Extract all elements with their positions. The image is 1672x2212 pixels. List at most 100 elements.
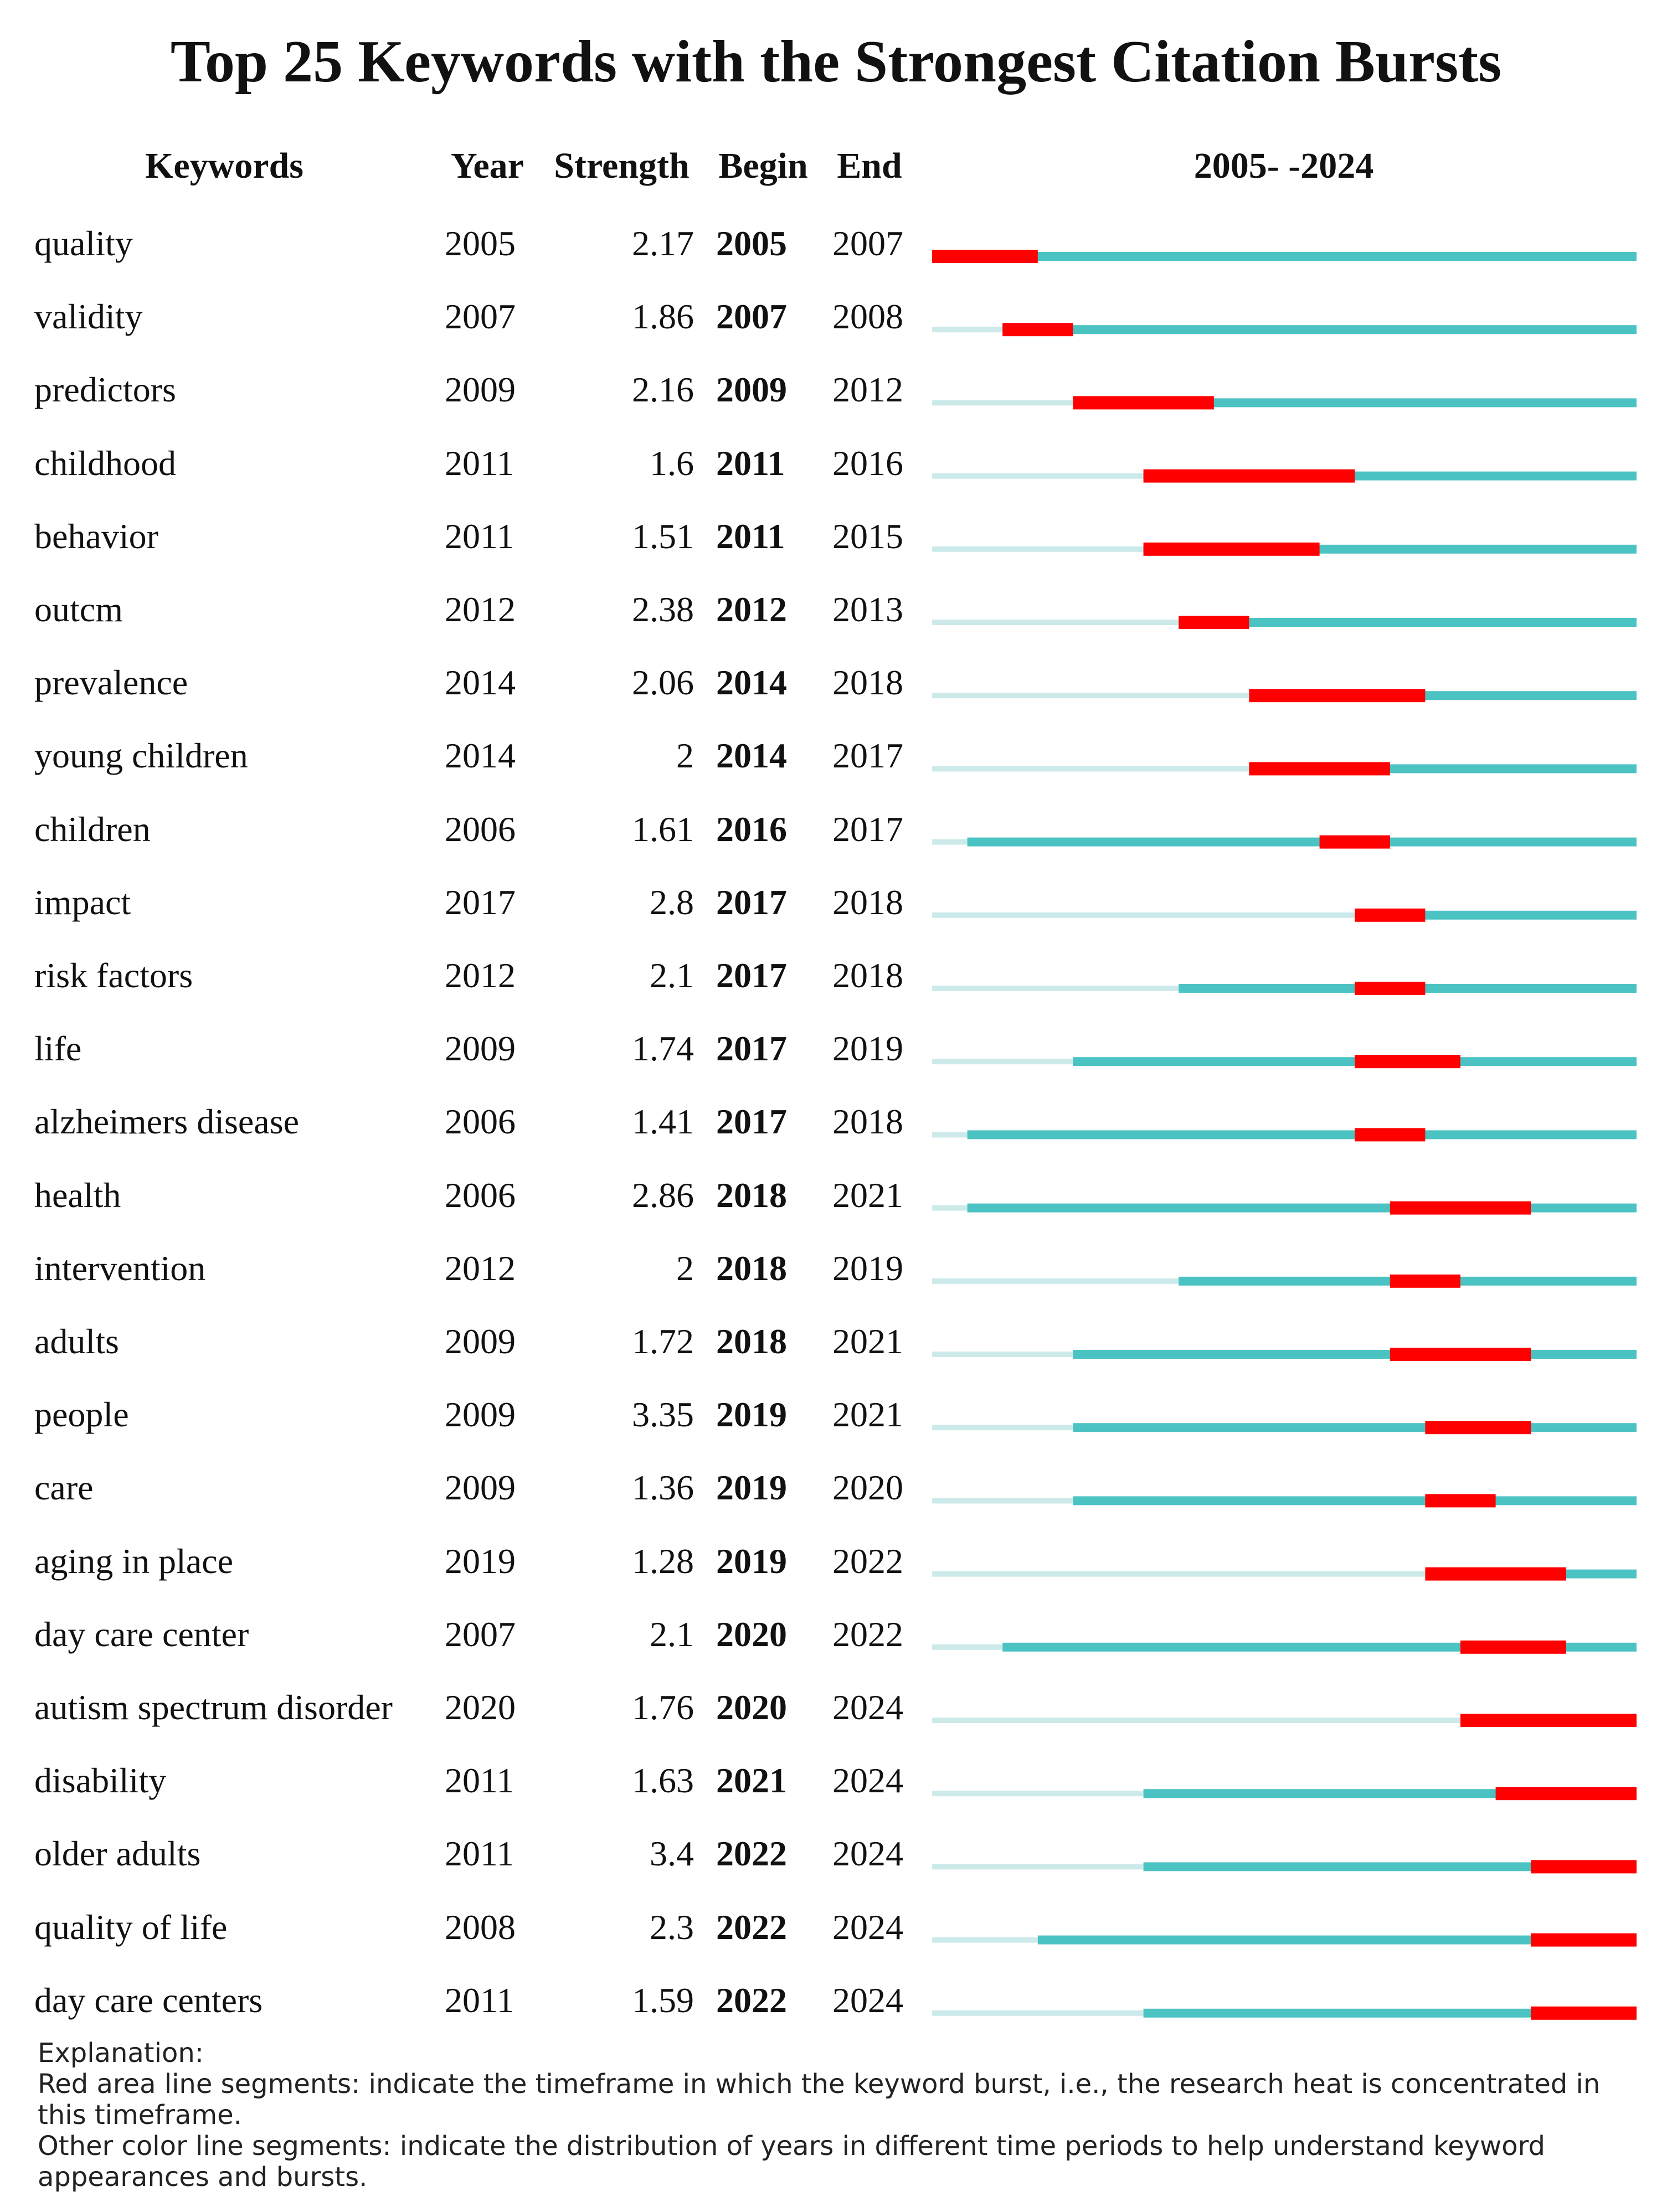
absent-segment bbox=[932, 1864, 1144, 1870]
strength-cell: 2.1 bbox=[650, 1614, 694, 1654]
absent-segment bbox=[932, 1937, 1038, 1943]
year-cell: 2009 bbox=[445, 1029, 516, 1069]
strength-cell: 2.38 bbox=[632, 590, 694, 629]
begin-cell: 2018 bbox=[716, 1322, 787, 1361]
header-year: Year bbox=[451, 146, 524, 186]
keyword-cell: prevalence bbox=[34, 663, 188, 703]
burst-segment bbox=[1531, 1860, 1637, 1874]
table-row: quality 2005 2.17 2005 2007 bbox=[0, 216, 1672, 289]
burst-segment bbox=[1355, 908, 1426, 922]
end-cell: 2007 bbox=[832, 224, 903, 263]
end-cell: 2015 bbox=[832, 516, 903, 556]
year-cell: 2011 bbox=[445, 443, 515, 483]
absent-segment bbox=[932, 1644, 1003, 1650]
table-row: day care centers 2011 1.59 2022 2024 bbox=[0, 1973, 1672, 2046]
keyword-cell: alzheimers disease bbox=[34, 1102, 299, 1142]
present-segment bbox=[967, 1203, 1637, 1213]
table-row: impact 2017 2.8 2017 2018 bbox=[0, 875, 1672, 948]
year-cell: 2020 bbox=[445, 1688, 516, 1727]
keyword-cell: day care centers bbox=[34, 1980, 263, 2020]
begin-cell: 2022 bbox=[716, 1907, 787, 1947]
strength-cell: 1.36 bbox=[632, 1468, 694, 1508]
table-row: childhood 2011 1.6 2011 2016 bbox=[0, 436, 1672, 509]
absent-segment bbox=[932, 400, 1073, 406]
table-row: predictors 2009 2.16 2009 2012 bbox=[0, 362, 1672, 435]
end-cell: 2024 bbox=[832, 1980, 903, 2020]
end-cell: 2022 bbox=[832, 1614, 903, 1654]
burst-segment bbox=[1390, 1348, 1531, 1361]
strength-cell: 2.17 bbox=[632, 224, 694, 263]
absent-segment bbox=[932, 1571, 1426, 1577]
table-row: older adults 2011 3.4 2022 2024 bbox=[0, 1826, 1672, 1899]
keyword-cell: disability bbox=[34, 1761, 167, 1801]
table-row: intervention 2012 2 2018 2019 bbox=[0, 1241, 1672, 1314]
absent-segment bbox=[932, 1278, 1179, 1284]
absent-segment bbox=[932, 1352, 1073, 1357]
year-cell: 2007 bbox=[445, 1614, 516, 1654]
keyword-cell: childhood bbox=[34, 443, 176, 483]
burst-segment bbox=[1495, 1787, 1637, 1801]
explanation-line-1: Red area line segments: indicate the tim… bbox=[38, 2069, 1601, 2131]
burst-segment bbox=[1531, 2006, 1637, 2020]
end-cell: 2021 bbox=[832, 1395, 903, 1435]
table-row: care 2009 1.36 2019 2020 bbox=[0, 1460, 1672, 1533]
year-cell: 2017 bbox=[445, 882, 516, 922]
end-cell: 2024 bbox=[832, 1688, 903, 1727]
year-cell: 2011 bbox=[445, 1761, 515, 1801]
keyword-cell: quality of life bbox=[34, 1907, 228, 1947]
table-row: outcm 2012 2.38 2012 2013 bbox=[0, 582, 1672, 655]
begin-cell: 2017 bbox=[716, 956, 787, 995]
burst-segment bbox=[1249, 762, 1390, 776]
absent-segment bbox=[932, 766, 1249, 772]
year-cell: 2011 bbox=[445, 1834, 515, 1874]
burst-segment bbox=[1425, 1421, 1531, 1435]
strength-cell: 1.59 bbox=[632, 1980, 694, 2020]
begin-cell: 2017 bbox=[716, 882, 787, 922]
year-cell: 2012 bbox=[445, 956, 516, 995]
table-row: children 2006 1.61 2016 2017 bbox=[0, 802, 1672, 875]
table-row: young children 2014 2 2014 2017 bbox=[0, 728, 1672, 801]
begin-cell: 2017 bbox=[716, 1029, 787, 1069]
keyword-cell: behavior bbox=[34, 516, 158, 556]
absent-segment bbox=[932, 693, 1249, 699]
strength-cell: 1.28 bbox=[632, 1541, 694, 1581]
burst-segment bbox=[1143, 542, 1320, 556]
begin-cell: 2011 bbox=[716, 443, 785, 483]
keyword-cell: day care center bbox=[34, 1614, 249, 1654]
strength-cell: 1.41 bbox=[632, 1102, 694, 1142]
strength-cell: 2 bbox=[676, 736, 694, 776]
strength-cell: 1.61 bbox=[632, 809, 694, 849]
begin-cell: 2020 bbox=[716, 1614, 787, 1654]
begin-cell: 2021 bbox=[716, 1761, 787, 1801]
burst-segment bbox=[1002, 323, 1073, 337]
year-cell: 2007 bbox=[445, 297, 516, 337]
end-cell: 2018 bbox=[832, 663, 903, 703]
strength-cell: 3.4 bbox=[650, 1834, 694, 1874]
table-row: adults 2009 1.72 2018 2021 bbox=[0, 1314, 1672, 1387]
end-cell: 2012 bbox=[832, 370, 903, 410]
end-cell: 2008 bbox=[832, 297, 903, 337]
strength-cell: 2.1 bbox=[650, 956, 694, 995]
burst-segment bbox=[1425, 1567, 1566, 1581]
begin-cell: 2022 bbox=[716, 1980, 787, 2020]
present-segment bbox=[1002, 325, 1637, 334]
burst-segment bbox=[1460, 1714, 1637, 1727]
strength-cell: 2.8 bbox=[650, 882, 694, 922]
present-segment bbox=[1073, 1423, 1637, 1432]
header-range: 2005- -2024 bbox=[1193, 146, 1374, 186]
keyword-cell: aging in place bbox=[34, 1541, 233, 1581]
keyword-cell: care bbox=[34, 1468, 94, 1508]
absent-segment bbox=[932, 473, 1144, 479]
burst-segment bbox=[1319, 835, 1390, 849]
absent-segment bbox=[932, 912, 1355, 918]
begin-cell: 2012 bbox=[716, 590, 787, 629]
begin-cell: 2017 bbox=[716, 1102, 787, 1142]
header-keywords: Keywords bbox=[145, 146, 303, 186]
absent-segment bbox=[932, 1205, 968, 1211]
strength-cell: 1.76 bbox=[632, 1688, 694, 1727]
absent-segment bbox=[932, 1425, 1073, 1431]
absent-segment bbox=[932, 839, 968, 845]
keyword-cell: people bbox=[34, 1395, 129, 1435]
end-cell: 2020 bbox=[832, 1468, 903, 1508]
